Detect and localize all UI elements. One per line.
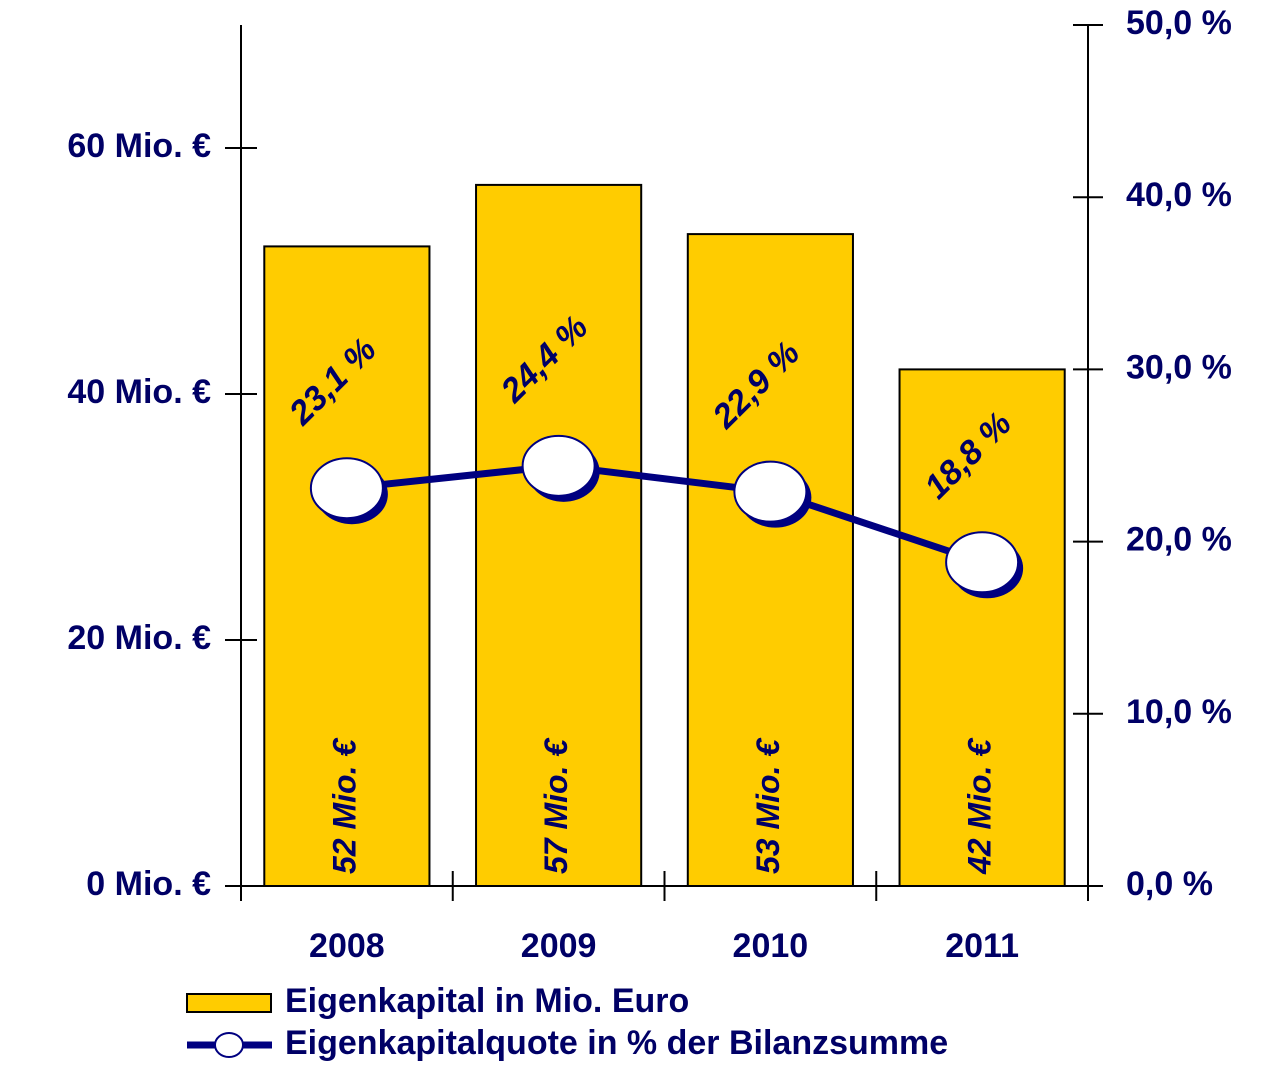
bar-value-label: 53 Mio. € xyxy=(750,738,786,874)
y2-tick-label: 0,0 % xyxy=(1126,865,1213,903)
bar xyxy=(686,233,854,888)
bar-value-label: 52 Mio. € xyxy=(326,738,362,874)
legend-label: Eigenkapitalquote in % der Bilanzsumme xyxy=(285,1024,948,1062)
y-tick-label: 40 Mio. € xyxy=(67,373,211,411)
y2-tick-label: 30,0 % xyxy=(1126,348,1232,386)
bar xyxy=(475,183,643,887)
bar xyxy=(898,368,1066,887)
x-tick-label: 2011 xyxy=(945,927,1019,965)
marker xyxy=(945,531,1020,594)
bar-value-label: 57 Mio. € xyxy=(538,738,574,874)
bar-value-label: 42 Mio. € xyxy=(962,738,998,875)
marker xyxy=(309,457,384,520)
bar xyxy=(263,245,431,887)
x-tick-label: 2008 xyxy=(309,927,385,965)
marker xyxy=(733,460,808,523)
y2-tick-label: 50,0 % xyxy=(1126,4,1232,42)
line xyxy=(346,462,984,566)
y-tick-label: 60 Mio. € xyxy=(67,127,211,165)
y2-tick-label: 20,0 % xyxy=(1126,521,1232,559)
x-tick-label: 2010 xyxy=(733,927,809,965)
x-tick-label: 2009 xyxy=(521,927,597,965)
y-tick-label: 0 Mio. € xyxy=(86,865,211,903)
y-tick-label: 20 Mio. € xyxy=(67,619,211,657)
legend-label: Eigenkapital in Mio. Euro xyxy=(285,982,689,1020)
legend-marker xyxy=(214,1032,244,1058)
marker xyxy=(521,434,596,497)
y2-tick-label: 10,0 % xyxy=(1126,693,1232,731)
y2-tick-label: 40,0 % xyxy=(1126,176,1232,214)
legend-swatch xyxy=(186,993,272,1013)
